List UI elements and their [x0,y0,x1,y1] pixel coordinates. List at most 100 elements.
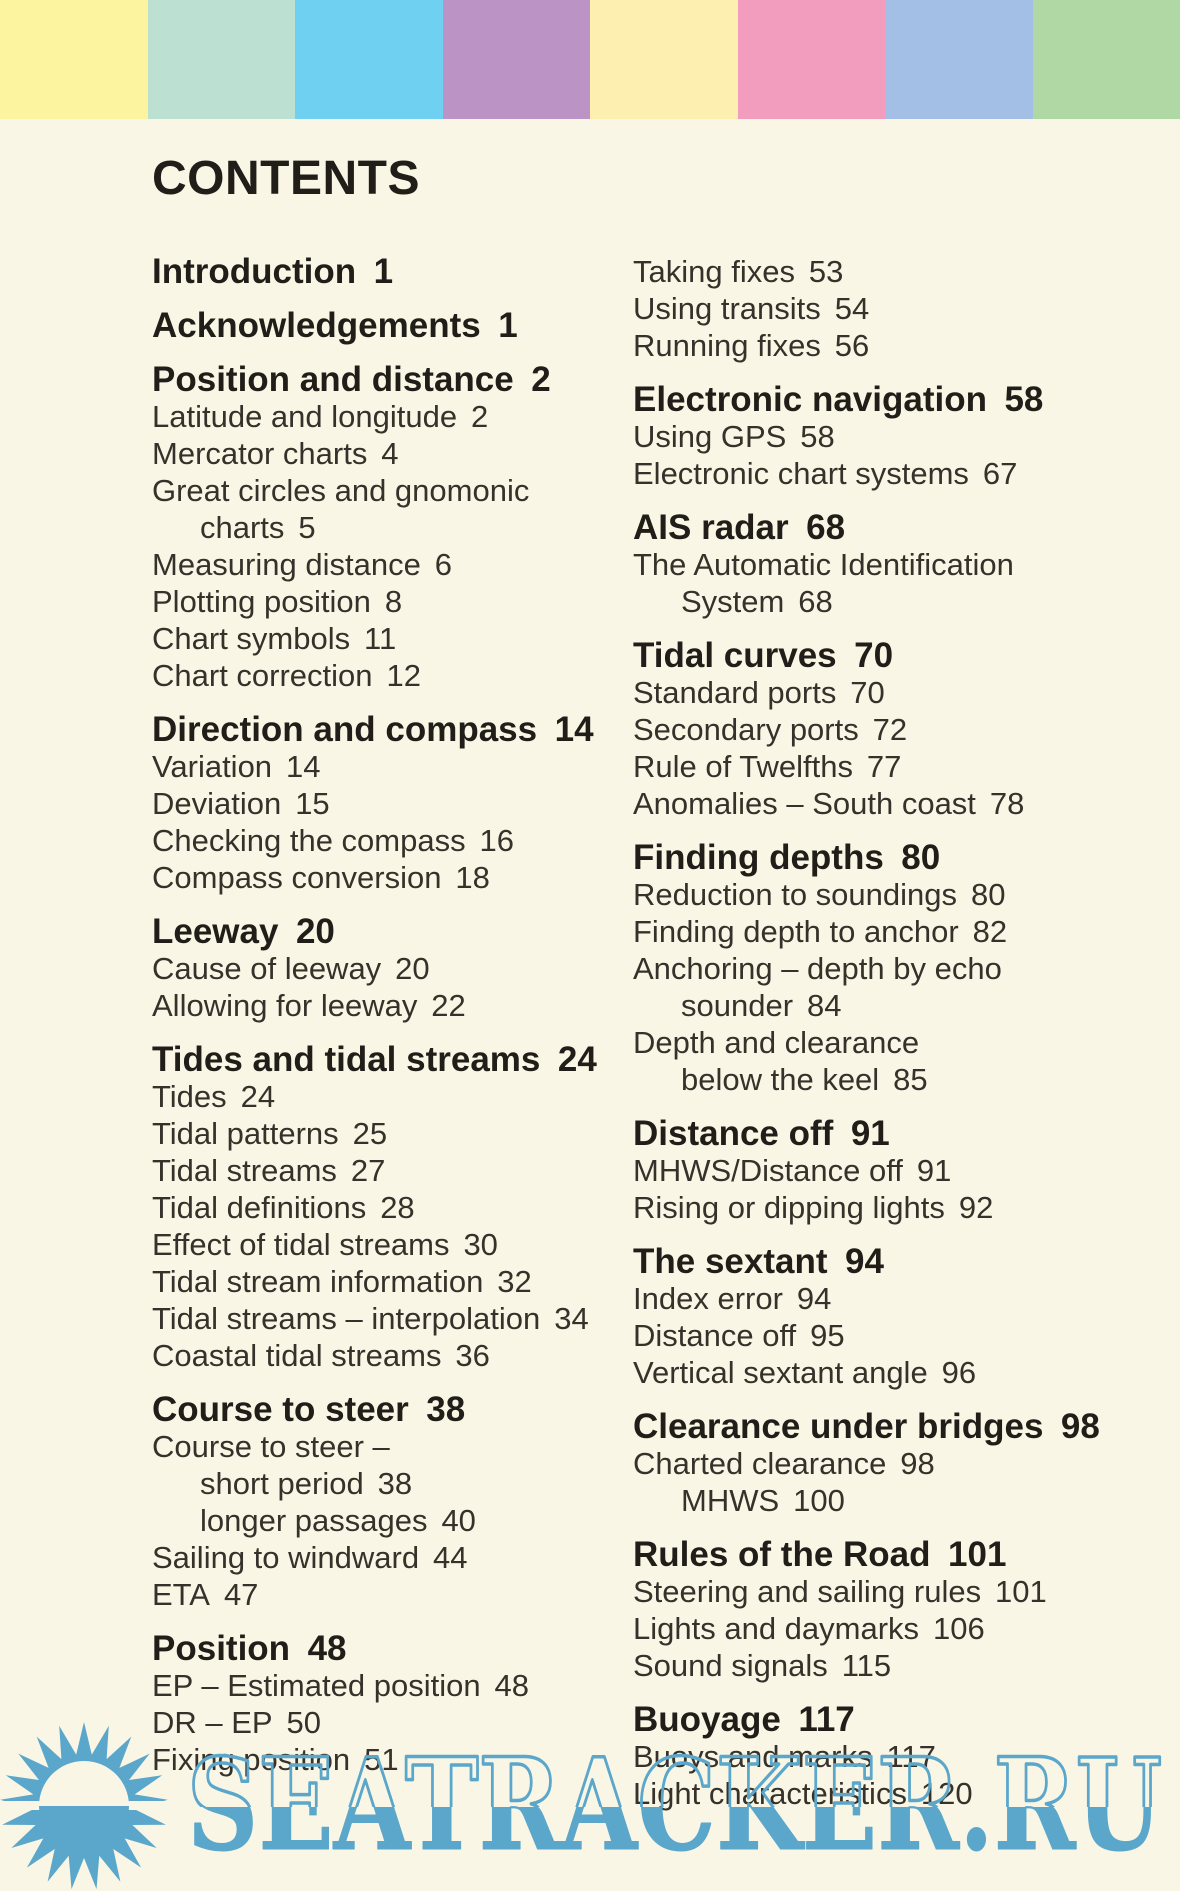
toc-item: Allowing for leeway 22 [152,987,633,1024]
section-heading: Position and distance 2 [152,361,633,398]
toc-item: Tides 24 [152,1078,633,1115]
toc-item-label: Tides [152,1078,227,1114]
toc-item-label: Measuring distance [152,546,421,582]
section-heading-page: 101 [948,1534,1007,1574]
toc-item-page: 28 [380,1189,415,1225]
toc-item-label: charts [200,509,285,545]
toc-item-label: Taking fixes [633,253,795,289]
toc-item: Fixing position 51 [152,1741,633,1778]
toc-item-page: 24 [240,1078,276,1114]
contents-page: CONTENTS Introduction 1 Acknowledgements 1 P… [152,119,1180,1812]
toc-item: short period 38 [152,1465,633,1502]
section-heading: The sextant 94 [633,1243,1180,1280]
toc-item: Anchoring – depth by echo [633,950,1180,987]
toc-item: Variation 14 [152,748,633,785]
section-heading-page: 38 [426,1389,466,1429]
toc-section: Position 48 EP – Estimated position 48 DR – … [152,1630,633,1778]
section-heading-page: 80 [901,837,941,877]
toc-item-label: Rule of Twelfths [633,748,853,784]
section-heading-label: Tides and tidal streams [152,1039,541,1079]
toc-item-label: Tidal streams – interpolation [152,1300,541,1336]
toc-item-label: Steering and sailing rules [633,1573,982,1609]
section-heading: AIS radar 68 [633,509,1180,546]
section-heading-page: 1 [373,251,394,291]
toc-item-page: 85 [893,1061,928,1097]
toc-item-label: Tidal patterns [152,1115,339,1151]
toc-item: Using transits 54 [633,290,1180,327]
toc-section: Leeway 20 Cause of leeway 20 Allowing for le… [152,913,633,1024]
section-heading-label: Introduction [152,251,357,291]
section-heading: Buoyage 117 [633,1701,1180,1738]
section-heading-page: 20 [295,911,335,951]
section-heading-page: 58 [1004,379,1044,419]
toc-item-page: 48 [494,1667,529,1703]
toc-item: Distance off 95 [633,1317,1180,1354]
section-heading: Tides and tidal streams 24 [152,1041,633,1078]
toc-section: Position and distance 2 Latitude and longi… [152,361,633,694]
toc-item: Chart correction 12 [152,657,633,694]
toc-item-page: 16 [479,822,515,858]
toc-item-label: Depth and clearance [633,1024,920,1060]
toc-item-label: Cause of leeway [152,950,382,986]
toc-item-page: 58 [800,418,835,454]
section-heading-label: Distance off [633,1113,834,1153]
toc-item-label: below the keel [681,1061,880,1097]
toc-item-page: 80 [970,876,1006,912]
toc-item-label: Course to steer – [152,1428,390,1464]
toc-item-label: Vertical sextant angle [633,1354,928,1390]
section-heading-label: Position [152,1628,291,1668]
section-heading-label: Tidal curves [633,635,837,675]
section-heading: Acknowledgements 1 [152,307,633,344]
section-heading-page: 2 [531,359,551,399]
toc-item-label: System [681,583,785,619]
toc-item-page: 5 [298,509,316,545]
toc-item: Rule of Twelfths 77 [633,748,1180,785]
toc-item: Course to steer – [152,1428,633,1465]
toc-item: Charted clearance 98 [633,1445,1180,1482]
section-heading: Introduction 1 [152,253,633,290]
toc-section: Direction and compass 14 Variation 14 Deviat… [152,711,633,896]
section-heading-page: 117 [798,1699,855,1739]
toc-item: Measuring distance 6 [152,546,633,583]
toc-item: Mercator charts 4 [152,435,633,472]
toc-item: Great circles and gnomonic [152,472,633,509]
toc-item-page: 32 [497,1263,532,1299]
toc-section: Tides and tidal streams 24 Tides 24 Tidal pa… [152,1041,633,1374]
toc-item: Tidal stream information 32 [152,1263,633,1300]
toc-item-label: Using transits [633,290,821,326]
toc-item-page: 12 [386,657,421,693]
toc-item: Secondary ports 72 [633,711,1180,748]
toc-columns: Introduction 1 Acknowledgements 1 Position a… [152,253,1180,1812]
toc-section: Tidal curves 70 Standard ports 70 Secondary … [633,637,1180,822]
toc-item: Using GPS 58 [633,418,1180,455]
toc-item-label: Variation [152,748,273,784]
toc-item-label: Sound signals [633,1647,828,1683]
band-stripe [737,0,885,119]
section-heading: Electronic navigation 58 [633,381,1180,418]
section-heading: Tidal curves 70 [633,637,1180,674]
toc-item-page: 96 [941,1354,977,1390]
toc-item-page: 68 [798,583,833,619]
toc-item: Coastal tidal streams 36 [152,1337,633,1374]
band-stripe [295,0,443,119]
section-heading-label: Electronic navigation [633,379,987,419]
toc-item-label: Mercator charts [152,435,368,471]
toc-item-page: 40 [441,1502,476,1538]
section-heading-label: Buoyage [633,1699,781,1739]
toc-section: Course to steer 38 Course to steer – short … [152,1391,633,1613]
toc-item-label: Lights and daymarks [633,1610,920,1646]
toc-item: Depth and clearance [633,1024,1180,1061]
toc-item-page: 18 [455,859,490,895]
toc-item: System 68 [633,583,1180,620]
toc-section: AIS radar 68 The Automatic Identification S… [633,509,1180,620]
toc-item: MHWS 100 [633,1482,1180,1519]
toc-item-page: 72 [872,711,908,747]
toc-item-label: Tidal streams [152,1152,337,1188]
toc-item: Deviation 15 [152,785,633,822]
toc-item-page: 36 [455,1337,490,1373]
toc-item-label: DR – EP [152,1704,273,1740]
toc-item-label: Chart correction [152,657,373,693]
toc-item-page: 38 [377,1465,413,1501]
toc-item-label: Anchoring – depth by echo [633,950,1002,986]
toc-item-page: 100 [793,1482,845,1518]
